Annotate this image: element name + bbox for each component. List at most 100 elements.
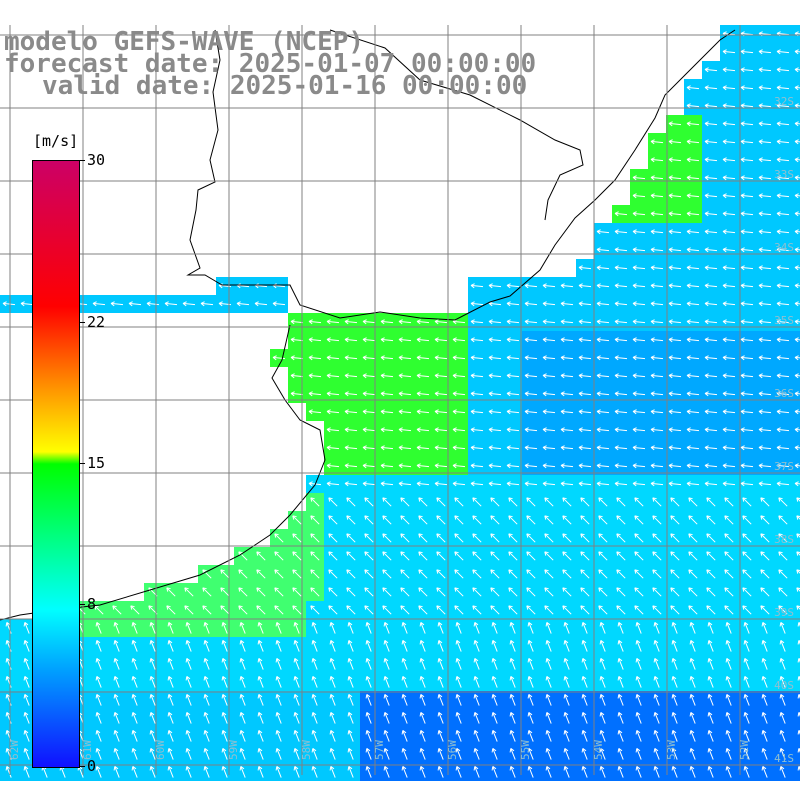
wind-arrow [704, 121, 718, 127]
wind-arrow [274, 605, 284, 615]
wind-arrow [598, 587, 608, 597]
wind-arrow [632, 319, 646, 325]
wind-arrow [743, 676, 750, 688]
wind-arrow [632, 265, 646, 271]
wind-arrow [527, 622, 534, 634]
wind-arrow [758, 355, 772, 361]
wind-arrow [400, 605, 410, 615]
wind-arrow [634, 551, 644, 561]
wind-arrow [293, 640, 300, 652]
wind-arrow [398, 373, 412, 379]
wind-arrow [760, 605, 770, 615]
wind-arrow [740, 67, 754, 73]
wind-arrow [380, 373, 394, 379]
wind-arrow [614, 427, 628, 433]
wind-arrow [689, 640, 696, 652]
wind-arrow [488, 409, 502, 415]
wind-arrow [686, 463, 700, 469]
wind-arrow [614, 409, 628, 415]
wind-arrow [740, 391, 754, 397]
wind-arrow [722, 319, 736, 325]
wind-arrow [545, 694, 552, 706]
wind-arrow [704, 481, 718, 487]
wind-arrow [722, 481, 736, 487]
wind-arrow [506, 337, 520, 343]
wind-arrow [614, 247, 628, 253]
wind-arrow [671, 658, 678, 670]
wind-arrow [526, 551, 536, 561]
wind-arrow [293, 730, 300, 742]
wind-arrow [346, 515, 356, 525]
wind-arrow [326, 463, 340, 469]
wind-arrow [614, 337, 628, 343]
forecast-date: forecast date: 2025-01-07 00:00:00 [4, 49, 537, 79]
wind-arrow [293, 748, 300, 760]
longitude-label: 54W [592, 740, 605, 760]
wind-arrow [794, 193, 800, 199]
wind-arrow [185, 712, 192, 724]
wind-arrow [596, 283, 610, 289]
wind-arrow [434, 409, 448, 415]
field-cell [792, 709, 800, 727]
wind-arrow [778, 605, 788, 615]
wind-arrow [490, 587, 500, 597]
wind-arrow [131, 658, 138, 670]
latitude-label: 40S [774, 679, 794, 692]
wind-arrow [670, 533, 680, 543]
wind-arrow [23, 694, 30, 706]
wind-arrow [670, 551, 680, 561]
wind-arrow [614, 355, 628, 361]
wind-arrow [668, 373, 682, 379]
wind-arrow [221, 694, 228, 706]
wind-arrow [653, 676, 660, 688]
wind-arrow [491, 694, 498, 706]
wind-arrow [491, 676, 498, 688]
wind-arrow [545, 748, 552, 760]
latitude-label: 41S [774, 752, 794, 765]
wind-arrow [257, 676, 264, 688]
wind-arrow [310, 515, 320, 525]
wind-arrow [632, 301, 646, 307]
wind-arrow [239, 658, 246, 670]
wind-arrow [472, 605, 482, 615]
wind-arrow [724, 569, 734, 579]
wind-arrow [506, 409, 520, 415]
wind-arrow [794, 211, 800, 217]
wind-arrow [472, 587, 482, 597]
wind-arrow [668, 445, 682, 451]
wind-arrow [383, 766, 390, 778]
wind-arrow [598, 605, 608, 615]
wind-arrow [740, 427, 754, 433]
wind-arrow [706, 497, 716, 507]
wind-arrow [563, 676, 570, 688]
wind-arrow [5, 766, 12, 778]
wind-arrow [722, 211, 736, 217]
wind-arrow [580, 533, 590, 543]
wind-arrow [632, 283, 646, 289]
wind-arrow [290, 319, 304, 325]
wind-arrow [760, 587, 770, 597]
wind-arrow [581, 622, 588, 634]
wind-arrow [617, 766, 624, 778]
wind-arrow [616, 605, 626, 615]
wind-arrow [560, 463, 574, 469]
wind-arrow [365, 622, 372, 634]
wind-arrow [794, 283, 800, 289]
wind-arrow [362, 481, 376, 487]
wind-arrow [380, 355, 394, 361]
wind-arrow [668, 211, 682, 217]
wind-arrow [545, 766, 552, 778]
wind-arrow [599, 712, 606, 724]
wind-arrow [686, 283, 700, 289]
wind-arrow [707, 766, 714, 778]
wind-arrow [488, 481, 502, 487]
wind-arrow [758, 265, 772, 271]
wind-arrow [794, 139, 800, 145]
wind-arrow [257, 748, 264, 760]
wind-arrow [722, 283, 736, 289]
wind-arrow [704, 409, 718, 415]
wind-arrow [545, 712, 552, 724]
wind-arrow [740, 139, 754, 145]
wind-arrow [794, 49, 800, 55]
wind-arrow [23, 730, 30, 742]
